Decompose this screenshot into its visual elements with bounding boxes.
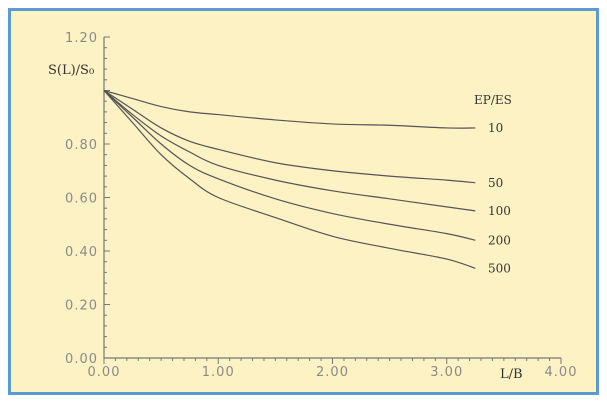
- ticks: [103, 36, 562, 364]
- x-tick-label: 1.00: [202, 365, 235, 380]
- series-label-100: 100: [488, 204, 511, 218]
- series-line-50: [103, 89, 476, 184]
- series-line-200: [103, 90, 476, 241]
- y-tick-label: 0.60: [65, 192, 98, 207]
- x-tick-label: 3.00: [430, 365, 463, 380]
- axes: [103, 37, 561, 359]
- y-tick-label: 0.80: [65, 138, 98, 153]
- legend-title: EP/ES: [474, 93, 512, 107]
- y-tick-label: 0.20: [65, 299, 98, 314]
- series-lines: [103, 89, 476, 269]
- series-label-50: 50: [488, 176, 503, 190]
- x-tick-label: 0.00: [88, 365, 121, 380]
- y-tick-label: 0.40: [65, 245, 98, 260]
- y-tick-label: 1.20: [65, 31, 98, 46]
- series-line-10: [103, 89, 476, 129]
- y-axis-title: S(L)/S₀: [48, 63, 94, 78]
- series-labels: 10 50 100 200 500: [488, 121, 511, 275]
- y-tick-label: 0.00: [65, 352, 98, 367]
- x-tick-label: 2.00: [316, 365, 349, 380]
- series-label-500: 500: [488, 261, 511, 275]
- x-tick-label: 4.00: [545, 365, 578, 380]
- x-axis-title: L/B: [500, 367, 523, 382]
- series-line-100: [103, 90, 476, 212]
- series-line-500: [103, 90, 476, 269]
- tick-labels: 0.00 1.00 2.00 3.00 4.00 0.00 0.20 0.40 0.60 0.80…: [65, 31, 578, 380]
- series-label-10: 10: [488, 121, 503, 135]
- series-label-200: 200: [488, 233, 511, 247]
- chart-frame: [8, 8, 599, 395]
